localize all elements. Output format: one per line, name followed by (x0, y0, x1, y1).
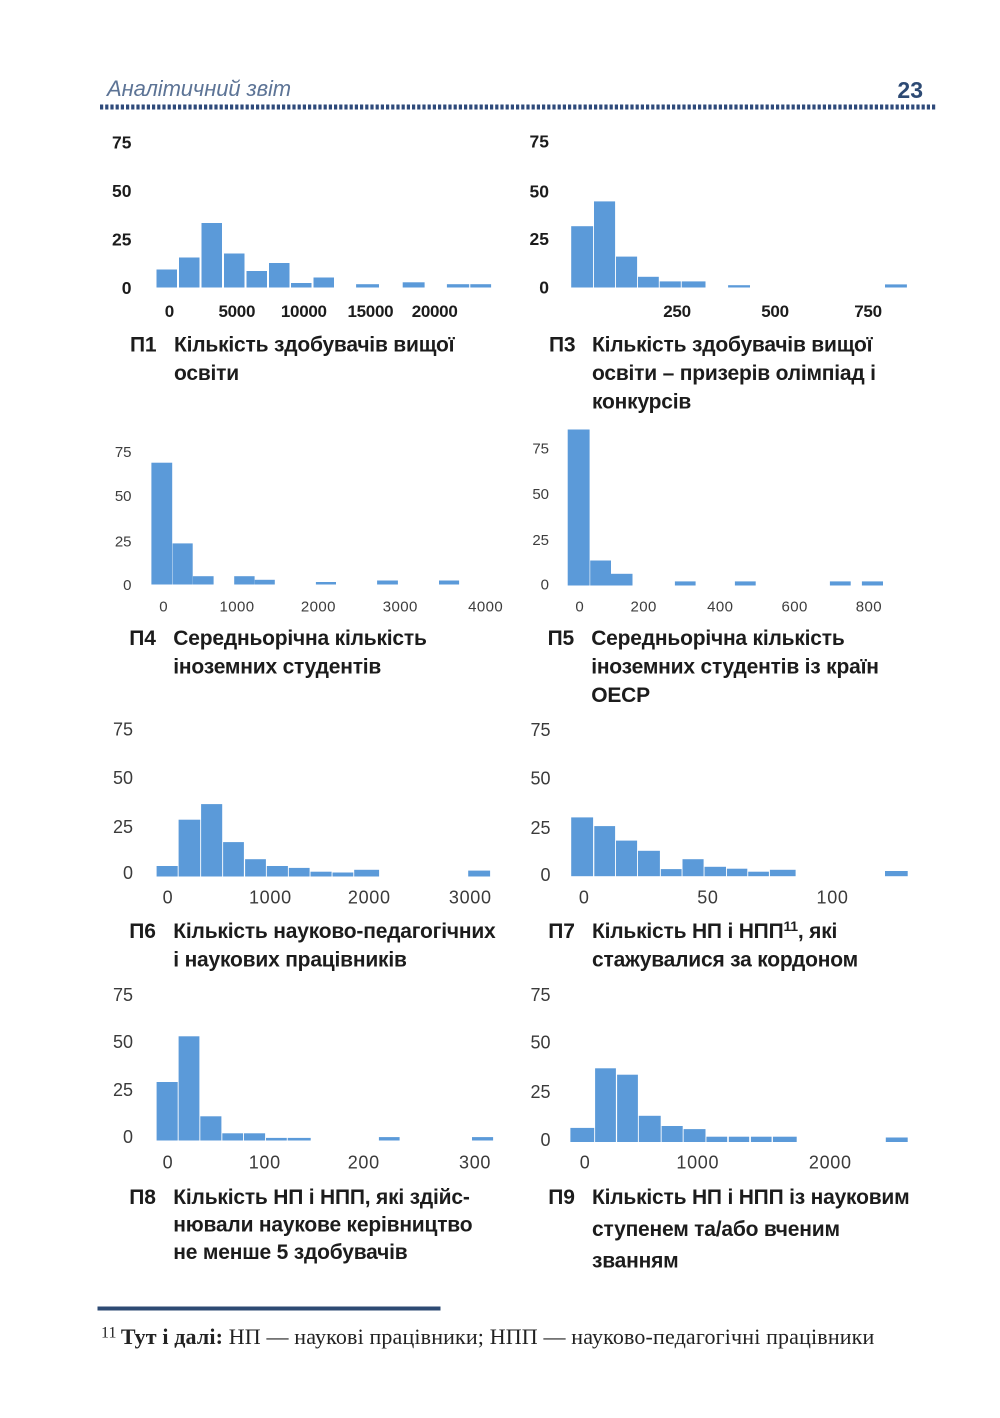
svg-text:0: 0 (163, 888, 174, 908)
svg-text:50: 50 (113, 768, 133, 788)
svg-text:50: 50 (530, 181, 550, 201)
svg-text:20000: 20000 (412, 302, 458, 321)
svg-text:25: 25 (112, 229, 132, 249)
svg-text:0: 0 (123, 863, 133, 883)
svg-text:25: 25 (113, 1080, 133, 1100)
svg-text:0: 0 (163, 1153, 174, 1173)
svg-text:3000: 3000 (383, 599, 418, 616)
svg-text:10000: 10000 (281, 302, 327, 321)
svg-text:0: 0 (159, 599, 168, 616)
svg-text:0: 0 (580, 1153, 591, 1173)
svg-text:2000: 2000 (348, 888, 391, 908)
svg-text:нювали наукове керівництво: нювали наукове керівництво (173, 1214, 472, 1237)
svg-text:Кількість науково-педагогічних: Кількість науково-педагогічних (173, 920, 496, 943)
svg-text:освіти: освіти (174, 362, 239, 385)
svg-text:Кількість НП і НПП із науковим: Кількість НП і НПП із науковим (592, 1186, 909, 1209)
svg-text:3000: 3000 (449, 888, 492, 908)
svg-text:50: 50 (112, 181, 132, 201)
svg-text:не менше 5 здобувачів: не менше 5 здобувачів (173, 1241, 407, 1264)
svg-text:Аналітичний звіт: Аналітичний звіт (105, 76, 291, 101)
svg-text:50: 50 (530, 1033, 550, 1053)
svg-text:15000: 15000 (348, 302, 394, 321)
svg-text:23: 23 (897, 77, 923, 103)
svg-text:300: 300 (459, 1153, 491, 1173)
svg-text:500: 500 (761, 302, 788, 321)
svg-text:25: 25 (113, 817, 133, 837)
svg-text:50: 50 (532, 486, 549, 503)
svg-text:0: 0 (123, 1127, 133, 1147)
svg-text:75: 75 (530, 985, 550, 1005)
svg-text:75: 75 (532, 440, 549, 457)
svg-text:2000: 2000 (809, 1153, 852, 1173)
svg-text:конкурсів: конкурсів (592, 391, 691, 414)
svg-text:0: 0 (575, 599, 584, 616)
svg-text:1000: 1000 (249, 888, 292, 908)
svg-text:0: 0 (540, 865, 550, 885)
svg-text:800: 800 (856, 599, 882, 616)
svg-text:освіти – призерів олімпіад і: освіти – призерів олімпіад і (592, 362, 876, 385)
svg-text:0: 0 (123, 577, 131, 594)
svg-text:600: 600 (781, 599, 807, 616)
svg-text:Кількість здобувачів вищої: Кількість здобувачів вищої (174, 334, 456, 357)
svg-text:П3: П3 (549, 334, 575, 357)
svg-text:25: 25 (530, 229, 550, 249)
svg-text:0: 0 (539, 277, 549, 297)
svg-text:Середньорічна кількість: Середньорічна кількість (173, 627, 427, 650)
svg-text:0: 0 (541, 576, 549, 593)
svg-text:іноземних студентів із країн: іноземних студентів із країн (591, 655, 879, 678)
svg-text:П4: П4 (129, 627, 156, 650)
svg-text:25: 25 (532, 532, 549, 549)
svg-text:П1: П1 (130, 334, 157, 357)
svg-text:0: 0 (165, 302, 174, 321)
svg-text:75: 75 (113, 720, 133, 740)
svg-text:200: 200 (348, 1153, 380, 1173)
svg-text:П8: П8 (129, 1186, 156, 1209)
svg-text:25: 25 (530, 818, 550, 838)
svg-text:75: 75 (530, 720, 550, 740)
svg-text:П5: П5 (548, 627, 575, 650)
svg-text:75: 75 (115, 444, 132, 461)
svg-text:Кількість здобувачів вищої: Кількість здобувачів вищої (592, 334, 874, 357)
svg-text:5000: 5000 (218, 302, 255, 321)
svg-text:250: 250 (663, 302, 690, 321)
svg-text:100: 100 (817, 888, 849, 908)
svg-text:Середньорічна кількість: Середньорічна кількість (591, 627, 845, 650)
svg-text:50: 50 (697, 888, 718, 908)
svg-text:400: 400 (707, 599, 733, 616)
svg-text:П7: П7 (548, 920, 574, 943)
svg-text:1000: 1000 (220, 599, 255, 616)
svg-text:ОЕСР: ОЕСР (591, 684, 650, 707)
svg-text:стажувалися за кордоном: стажувалися за кордоном (592, 948, 858, 971)
svg-text:75: 75 (112, 133, 132, 153)
svg-text:0: 0 (540, 1130, 550, 1150)
svg-text:75: 75 (113, 985, 133, 1005)
svg-text:ступенем та/або вченим: ступенем та/або вченим (592, 1218, 840, 1241)
svg-text:50: 50 (115, 488, 132, 505)
svg-text:1000: 1000 (676, 1153, 719, 1173)
svg-text:іноземних студентів: іноземних студентів (173, 655, 381, 678)
svg-text:4000: 4000 (468, 599, 503, 616)
svg-text:50: 50 (530, 768, 550, 788)
svg-text:11 Тут і далі: НП — наукові пр: 11 Тут і далі: НП — наукові працівники; … (101, 1324, 874, 1349)
svg-text:25: 25 (530, 1082, 550, 1102)
svg-text:750: 750 (854, 302, 881, 321)
svg-text:2000: 2000 (301, 599, 336, 616)
svg-text:Кількість НП і НПП, які здійс-: Кількість НП і НПП, які здійс- (173, 1186, 470, 1209)
svg-text:і наукових працівників: і наукових працівників (173, 948, 407, 971)
svg-text:П9: П9 (548, 1186, 574, 1209)
svg-text:0: 0 (122, 278, 132, 298)
svg-text:25: 25 (115, 533, 132, 550)
svg-text:П6: П6 (129, 920, 155, 943)
svg-text:0: 0 (579, 888, 590, 908)
svg-text:Кількість НП і НПП11, які: Кількість НП і НПП11, які (592, 918, 837, 943)
svg-text:званням: званням (592, 1250, 679, 1273)
svg-text:100: 100 (249, 1153, 281, 1173)
svg-text:50: 50 (113, 1032, 133, 1052)
svg-text:75: 75 (530, 131, 550, 151)
svg-text:200: 200 (630, 599, 656, 616)
